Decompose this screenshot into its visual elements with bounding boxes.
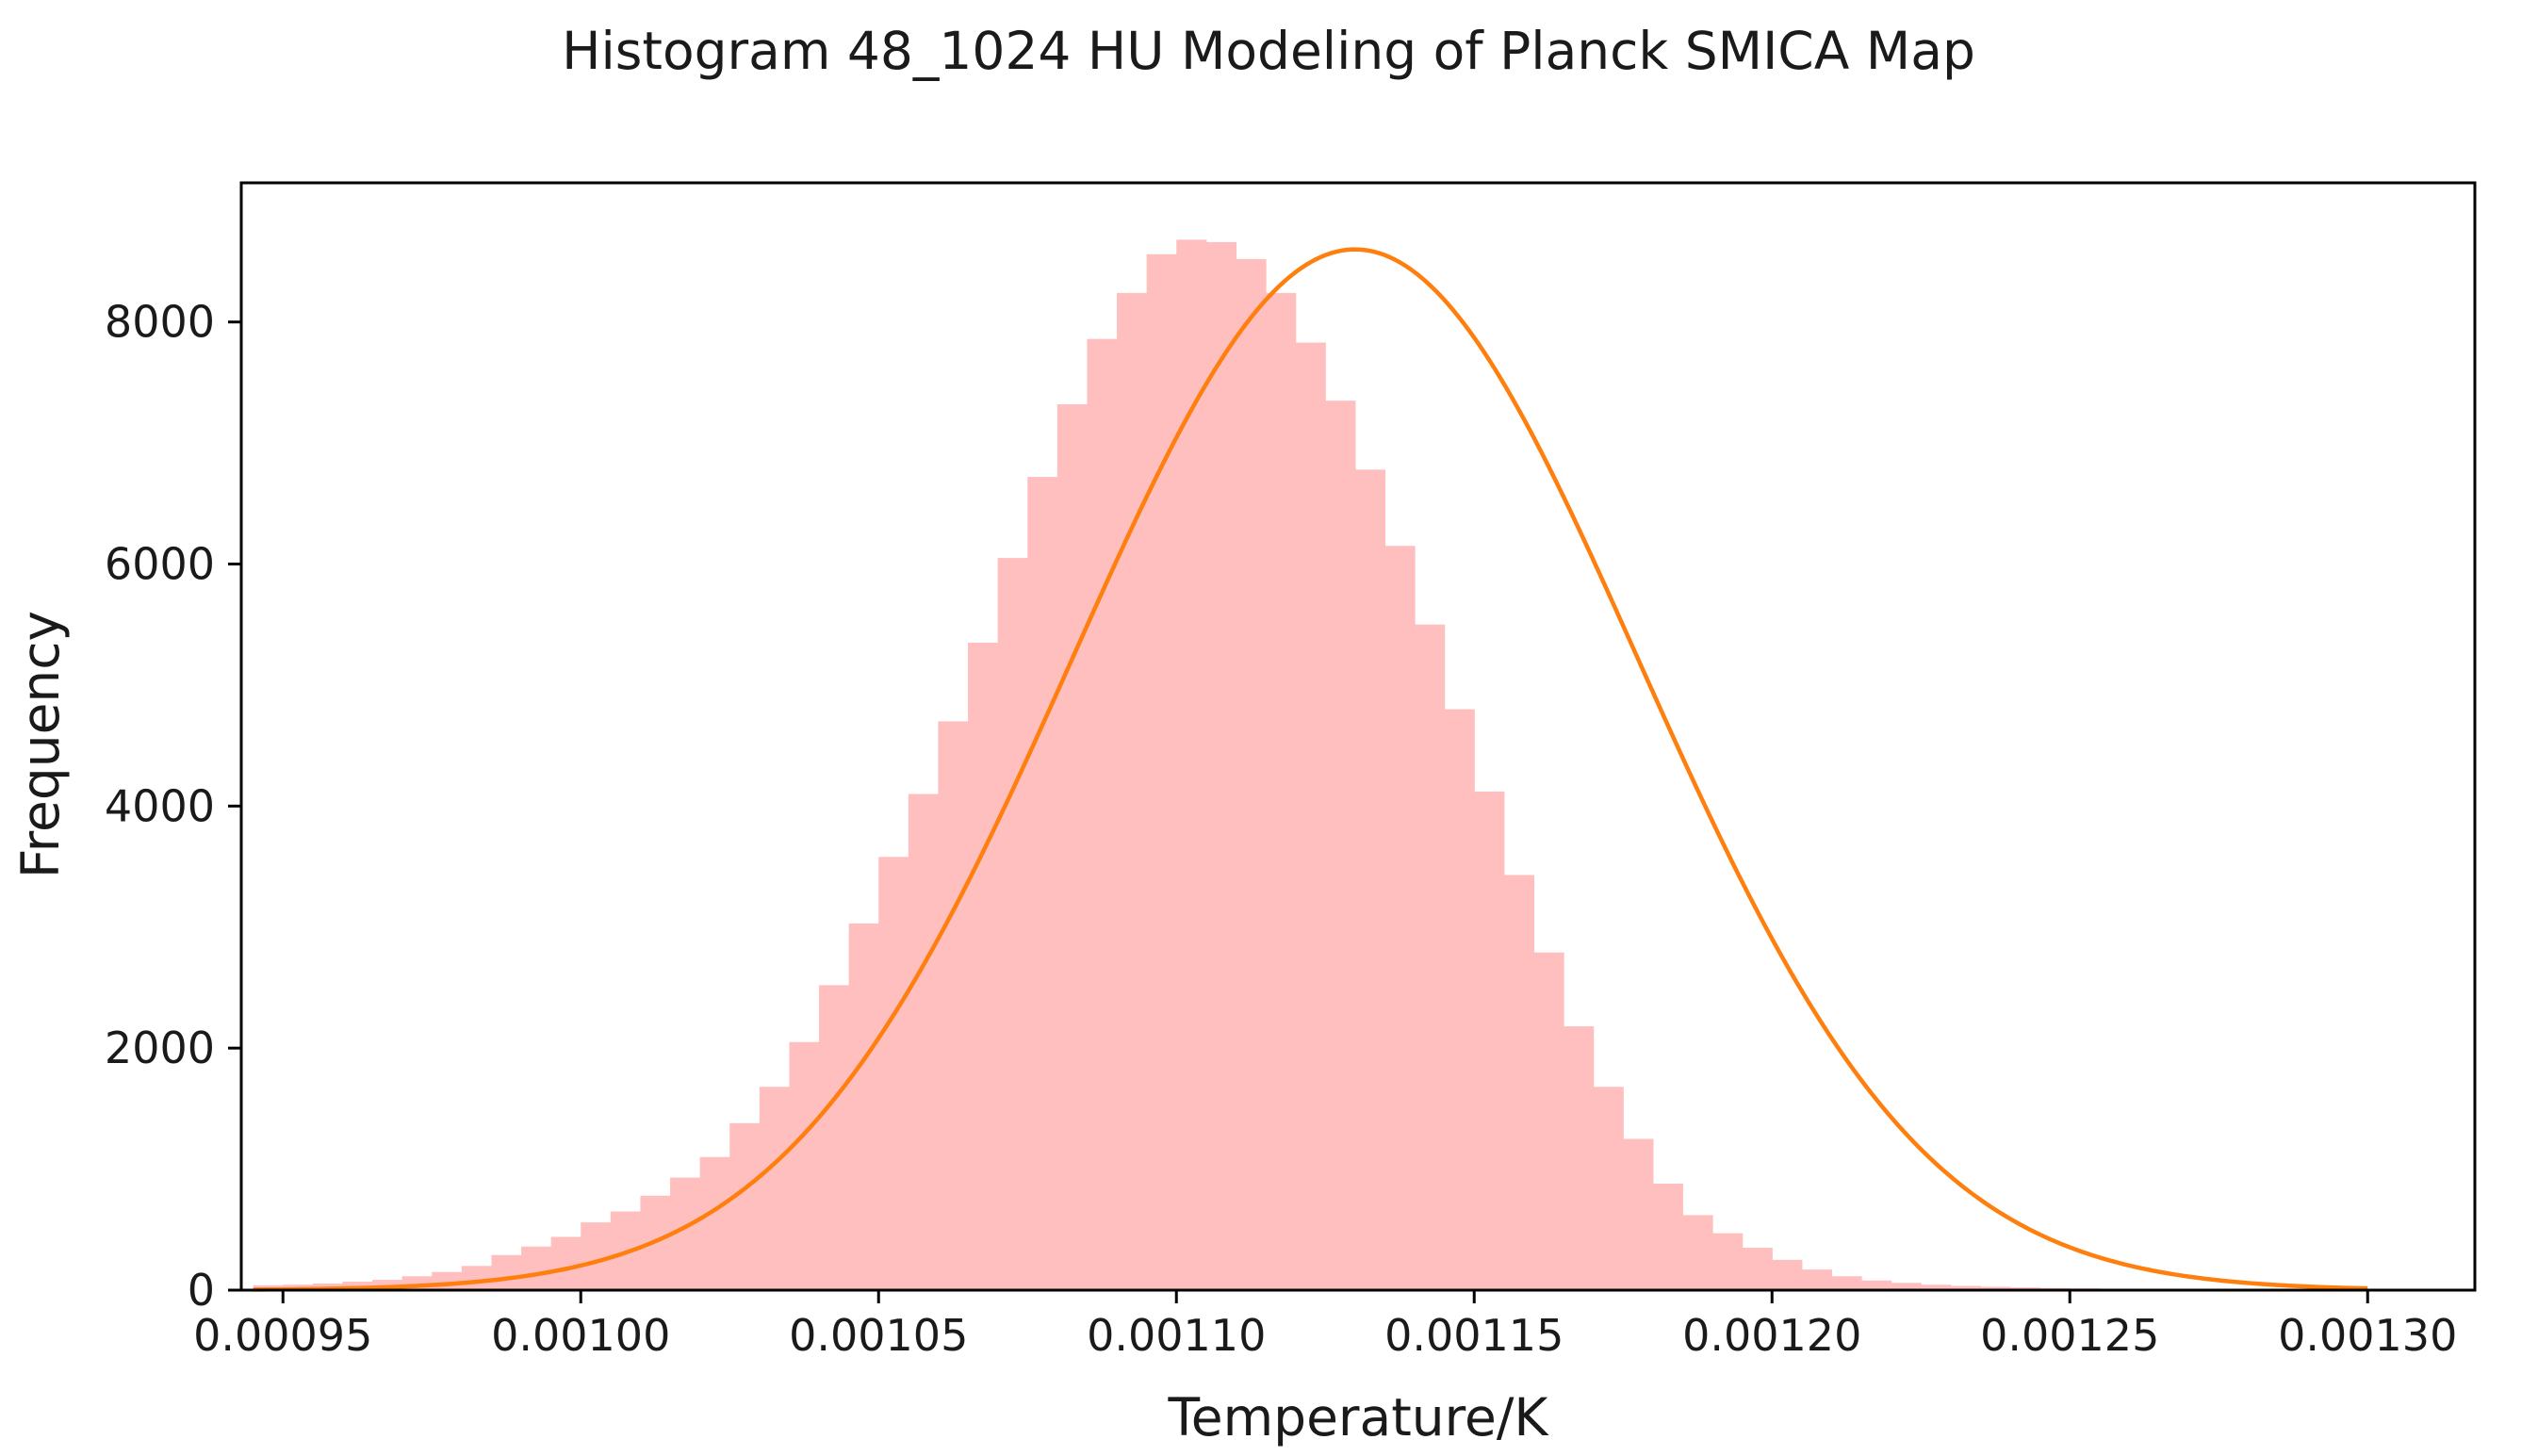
histogram-bar bbox=[1980, 1286, 2011, 1290]
histogram-bar bbox=[1801, 1269, 1833, 1290]
histogram-bar bbox=[699, 1156, 730, 1290]
histogram-bar bbox=[461, 1266, 493, 1290]
histogram-bar bbox=[1772, 1259, 1803, 1290]
plot-frame bbox=[239, 181, 2477, 1292]
histogram-bar bbox=[1891, 1283, 1922, 1290]
histogram-bars bbox=[253, 239, 2190, 1291]
y-axis-label: Frequency bbox=[10, 611, 71, 878]
histogram-bar bbox=[848, 923, 879, 1290]
histogram-bar bbox=[1415, 624, 1446, 1290]
histogram-bar bbox=[1236, 258, 1267, 1290]
histogram-bar bbox=[491, 1254, 522, 1290]
histogram-bar bbox=[1623, 1138, 1654, 1290]
fit-curve-line bbox=[253, 247, 2368, 1292]
fit-curve-layer bbox=[253, 247, 2368, 1292]
y-tick-label: 0 bbox=[188, 1265, 215, 1316]
histogram-bar bbox=[1533, 952, 1564, 1290]
x-tick-label: 0.00105 bbox=[789, 1310, 968, 1361]
histogram-bar bbox=[1682, 1215, 1713, 1290]
x-tick-label: 0.00125 bbox=[1980, 1310, 2159, 1361]
histogram-bar bbox=[1056, 404, 1089, 1290]
histogram-bar bbox=[1652, 1183, 1684, 1290]
histogram-bar bbox=[968, 642, 999, 1290]
histogram-bar bbox=[1176, 239, 1207, 1291]
histogram-bar bbox=[1295, 342, 1326, 1290]
histogram-bar bbox=[878, 857, 909, 1290]
x-axis-label: Temperature/K bbox=[1168, 1387, 1550, 1448]
histogram-bar bbox=[1921, 1284, 1952, 1290]
histogram-bar bbox=[432, 1271, 463, 1290]
histogram-bar bbox=[521, 1246, 552, 1290]
histogram-bar bbox=[1474, 791, 1505, 1290]
histogram-bar bbox=[1593, 1087, 1624, 1290]
axis-ticks: 0.00095 0.00100 0.00105 0.00110 0.00115 0.001… bbox=[105, 297, 2457, 1361]
x-tick-label: 0.00120 bbox=[1682, 1310, 1861, 1361]
histogram-bar bbox=[581, 1222, 612, 1290]
histogram-bar bbox=[1950, 1285, 1982, 1290]
x-tick-label: 0.00095 bbox=[193, 1310, 372, 1361]
histogram-bar bbox=[1117, 292, 1148, 1290]
x-tick-label: 0.00110 bbox=[1087, 1310, 1266, 1361]
histogram-bar bbox=[1384, 546, 1416, 1290]
x-tick-label: 0.00130 bbox=[2278, 1310, 2457, 1361]
y-tick-label: 8000 bbox=[105, 297, 215, 348]
histogram-bar bbox=[789, 1041, 820, 1290]
y-tick-label: 4000 bbox=[105, 780, 215, 831]
histogram-bar bbox=[938, 721, 969, 1290]
histogram-bar bbox=[1742, 1248, 1773, 1290]
y-tick-label: 2000 bbox=[105, 1022, 215, 1073]
x-tick-label: 0.00115 bbox=[1384, 1310, 1564, 1361]
histogram-bar bbox=[1205, 241, 1237, 1290]
histogram-bar bbox=[908, 793, 940, 1290]
histogram-bar bbox=[342, 1282, 373, 1290]
histogram-bar bbox=[1861, 1280, 1892, 1290]
x-tick-label: 0.00100 bbox=[491, 1310, 670, 1361]
chart-title: Histogram 48_1024 HU Modeling of Planck … bbox=[562, 21, 1975, 81]
histogram-bar bbox=[1564, 1026, 1595, 1290]
histogram-bar bbox=[1027, 477, 1058, 1290]
histogram-bar bbox=[1831, 1276, 1862, 1290]
histogram-bar bbox=[372, 1280, 403, 1290]
histogram-bar bbox=[1503, 875, 1535, 1290]
histogram-bar bbox=[819, 985, 850, 1290]
histogram-bar bbox=[759, 1087, 791, 1290]
histogram-bar bbox=[1325, 401, 1356, 1290]
histogram-bar bbox=[1087, 338, 1118, 1290]
histogram-bar bbox=[1354, 469, 1386, 1291]
histogram-bar bbox=[1444, 709, 1475, 1290]
histogram-bar bbox=[1146, 254, 1177, 1290]
histogram-bar bbox=[1712, 1233, 1744, 1290]
histogram-bar bbox=[550, 1236, 581, 1290]
y-tick-label: 6000 bbox=[105, 539, 215, 590]
histogram-bar bbox=[1266, 292, 1297, 1290]
histogram-bar bbox=[997, 558, 1028, 1290]
histogram-bar bbox=[729, 1122, 761, 1290]
